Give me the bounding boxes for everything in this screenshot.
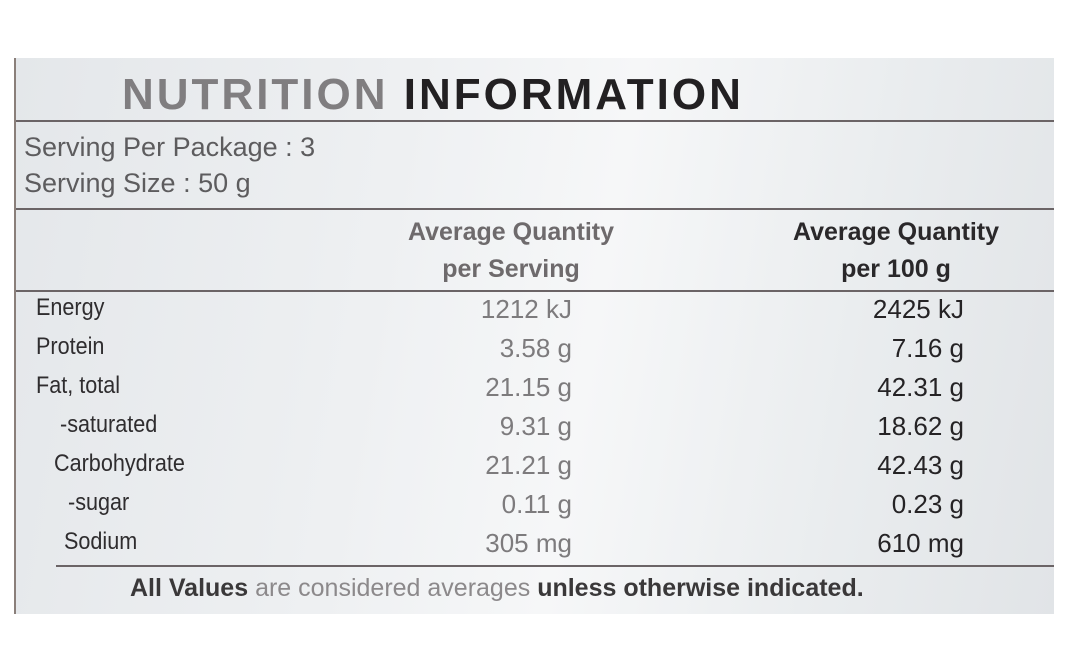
value-per-serving: 0.11 g bbox=[501, 489, 572, 519]
value-per-100g: 18.62 g bbox=[877, 411, 964, 441]
serving-size: Serving Size : 50 g bbox=[24, 168, 251, 198]
value-per-100g: 42.43 g bbox=[877, 450, 964, 480]
column-header-per-100g-line2: per 100 g bbox=[841, 255, 951, 283]
value-per-100g: 0.23 g bbox=[891, 489, 964, 519]
label-title: NUTRITION INFORMATION bbox=[122, 70, 744, 120]
divider-header-bottom bbox=[16, 290, 1054, 292]
nutrient-row: Fat, total 21.15 g 42.31 g bbox=[16, 372, 1054, 411]
value-per-100g: 7.16 g bbox=[891, 333, 964, 363]
value-per-100g: 2425 kJ bbox=[872, 294, 964, 324]
nutrient-name: -saturated bbox=[60, 411, 158, 438]
value-per-serving: 1212 kJ bbox=[480, 294, 572, 324]
nutrient-name: Protein bbox=[36, 333, 105, 360]
title-word-nutrition: NUTRITION bbox=[122, 70, 389, 119]
column-header-per-serving: Average Quantity per Serving bbox=[361, 214, 661, 288]
nutrient-row: Energy 1212 kJ 2425 kJ bbox=[16, 294, 1054, 333]
footer-note: All Values are considered averages unles… bbox=[130, 574, 864, 603]
value-per-serving: 305 mg bbox=[485, 528, 572, 558]
column-header-per-serving-line1: Average Quantity bbox=[407, 218, 615, 246]
title-word-information: INFORMATION bbox=[403, 70, 744, 119]
nutrient-name: Carbohydrate bbox=[54, 450, 185, 477]
divider-top bbox=[16, 120, 1054, 122]
nutrient-row: Carbohydrate 21.21 g 42.43 g bbox=[16, 450, 1054, 489]
nutrition-label: NUTRITION INFORMATION Serving Per Packag… bbox=[14, 58, 1054, 614]
column-header-per-100g: Average Quantity per 100 g bbox=[751, 214, 1041, 288]
footer-note-part3: unless otherwise indicated. bbox=[530, 574, 864, 602]
nutrient-name: Sodium bbox=[64, 528, 138, 555]
divider-header-top bbox=[16, 208, 1054, 210]
value-per-100g: 610 mg bbox=[877, 528, 964, 558]
nutrient-row: -saturated 9.31 g 18.62 g bbox=[16, 411, 1054, 450]
value-per-serving: 21.21 g bbox=[485, 450, 572, 480]
footer-note-part2: are considered averages bbox=[248, 574, 531, 602]
nutrient-row: Sodium 305 mg 610 mg bbox=[16, 528, 1054, 567]
nutrient-name: Energy bbox=[36, 294, 105, 321]
nutrient-name: Fat, total bbox=[36, 372, 121, 399]
value-per-serving: 21.15 g bbox=[485, 372, 572, 402]
column-header-per-100g-line1: Average Quantity bbox=[792, 218, 1000, 246]
column-header-per-serving-line2: per Serving bbox=[442, 255, 580, 283]
footer-note-part1: All Values bbox=[130, 574, 249, 602]
value-per-serving: 3.58 g bbox=[499, 333, 572, 363]
nutrient-row: -sugar 0.11 g 0.23 g bbox=[16, 489, 1054, 528]
divider-footer bbox=[56, 565, 1054, 567]
value-per-serving: 9.31 g bbox=[499, 411, 572, 441]
servings-per-package: Serving Per Package : 3 bbox=[24, 132, 316, 162]
value-per-100g: 42.31 g bbox=[877, 372, 964, 402]
nutrient-row: Protein 3.58 g 7.16 g bbox=[16, 333, 1054, 372]
nutrient-name: -sugar bbox=[68, 489, 130, 516]
